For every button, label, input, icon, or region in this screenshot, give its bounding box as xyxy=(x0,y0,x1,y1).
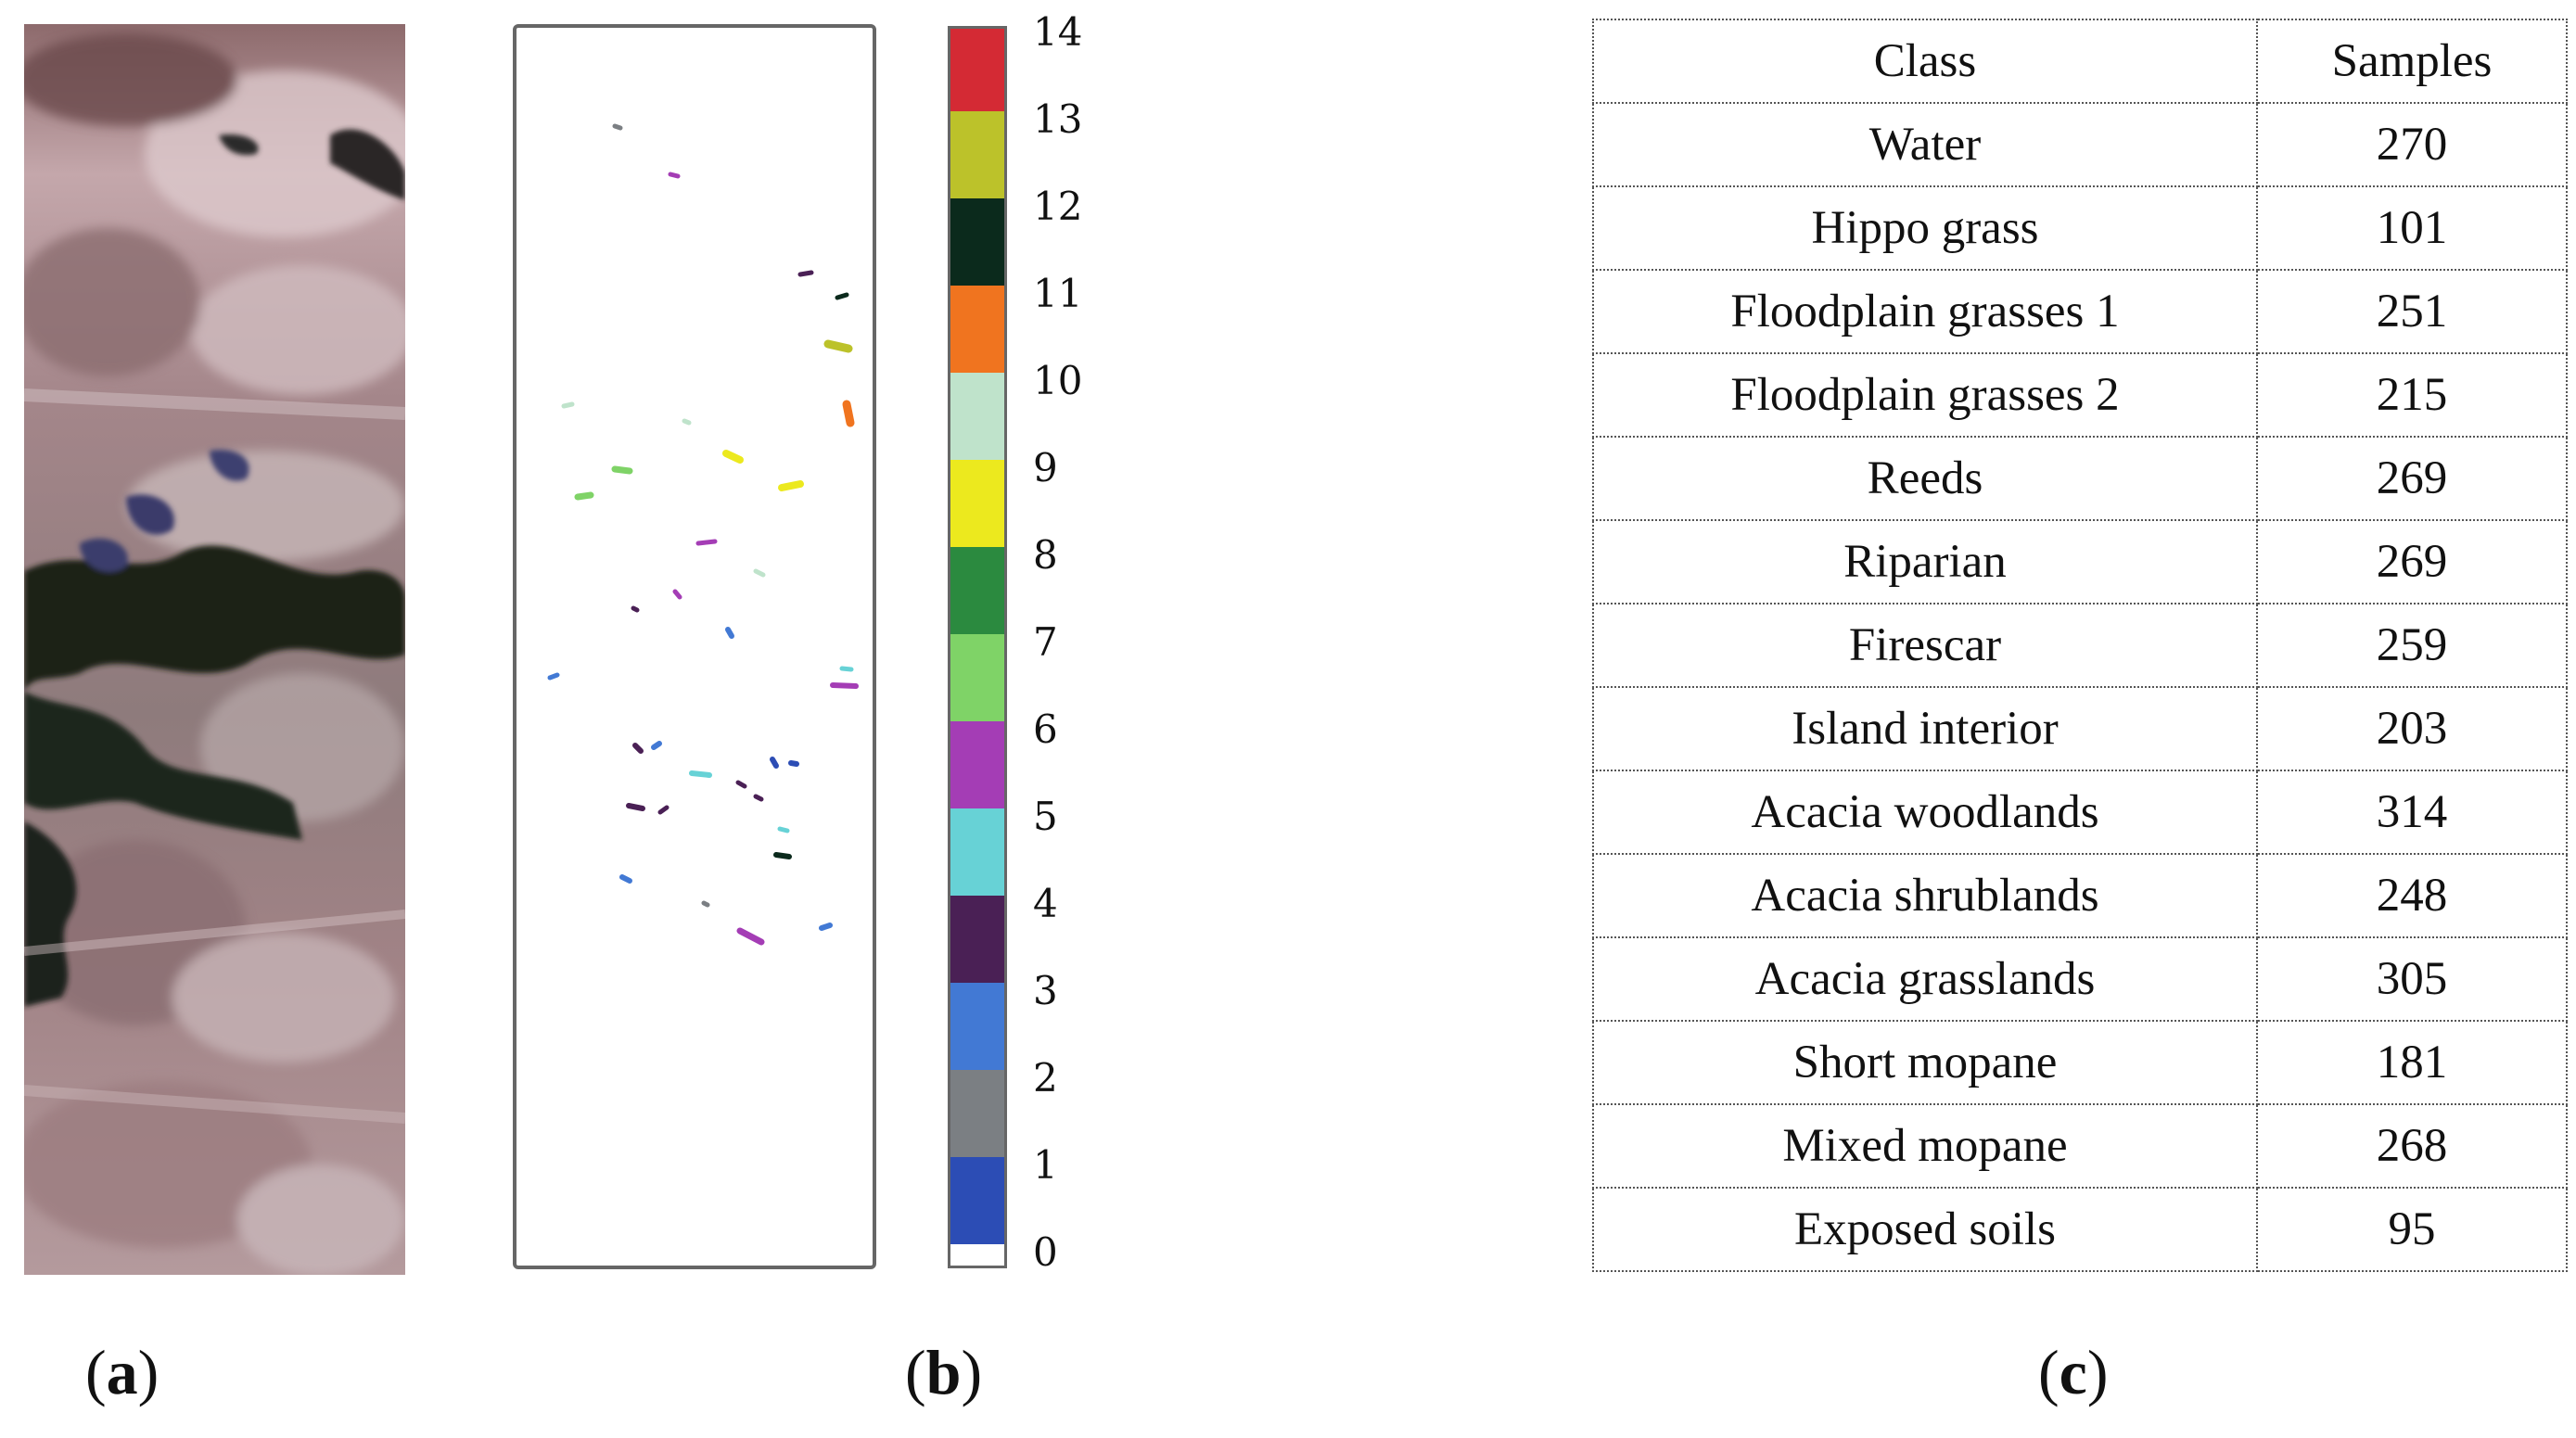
table-row: Water 270 xyxy=(1592,102,2568,187)
colorbar-swatch-3 xyxy=(950,983,1004,1070)
class-cell: Acacia woodlands xyxy=(1592,770,2258,855)
samples-cell: 269 xyxy=(2256,436,2568,521)
colorbar-tick: 12 xyxy=(1033,184,1083,229)
colorbar-swatch-5 xyxy=(950,808,1004,896)
samples-cell: 248 xyxy=(2256,853,2568,938)
table-row: Island interior 203 xyxy=(1592,686,2568,771)
table-header-row: Class Samples xyxy=(1592,19,2568,104)
samples-cell: 305 xyxy=(2256,936,2568,1022)
header-class: Class xyxy=(1592,19,2258,104)
class-cell: Floodplain grasses 2 xyxy=(1592,352,2258,438)
table-row: Riparian 269 xyxy=(1592,519,2568,604)
samples-cell: 259 xyxy=(2256,603,2568,688)
ground-truth-map xyxy=(513,24,876,1269)
colorbar-swatch-4 xyxy=(950,896,1004,983)
colorbar-swatch-8 xyxy=(950,547,1004,634)
subfigure-letter-b: b xyxy=(925,1337,962,1407)
class-cell: Riparian xyxy=(1592,519,2258,604)
table-row: Reeds 269 xyxy=(1592,436,2568,521)
samples-cell: 251 xyxy=(2256,269,2568,354)
table-row: Acacia woodlands 314 xyxy=(1592,770,2568,855)
colorbar-swatch-10 xyxy=(950,373,1004,460)
colorbar-tick: 8 xyxy=(1033,532,1058,578)
samples-cell: 215 xyxy=(2256,352,2568,438)
samples-cell: 95 xyxy=(2256,1187,2568,1272)
class-cell: Short mopane xyxy=(1592,1020,2258,1105)
colorbar xyxy=(948,26,1007,1268)
colorbar-swatch-1 xyxy=(950,1157,1004,1244)
colorbar-tick: 3 xyxy=(1033,968,1058,1013)
class-cell: Floodplain grasses 1 xyxy=(1592,269,2258,354)
subfigure-letter-a: a xyxy=(106,1337,138,1407)
samples-cell: 101 xyxy=(2256,185,2568,271)
table-row: Hippo grass 101 xyxy=(1592,185,2568,271)
colorbar-tick: 13 xyxy=(1033,96,1083,142)
table-row: Mixed mopane 268 xyxy=(1592,1103,2568,1189)
table-row: Floodplain grasses 2 215 xyxy=(1592,352,2568,438)
colorbar-swatch-14 xyxy=(950,29,1004,111)
colorbar-tick: 7 xyxy=(1033,619,1058,665)
colorbar-swatch-9 xyxy=(950,460,1004,547)
table-row: Firescar 259 xyxy=(1592,603,2568,688)
subfigure-label-c: (c) xyxy=(2038,1337,2109,1407)
colorbar-swatch-12 xyxy=(950,198,1004,286)
colorbar-swatch-2 xyxy=(950,1070,1004,1157)
colorbar-tick: 0 xyxy=(1033,1229,1058,1275)
samples-cell: 181 xyxy=(2256,1020,2568,1105)
colorbar-tick: 9 xyxy=(1033,445,1058,490)
false-color-image xyxy=(24,24,405,1275)
samples-cell: 203 xyxy=(2256,686,2568,771)
colorbar-tick: 14 xyxy=(1033,9,1083,55)
subfigure-label-b: (b) xyxy=(905,1337,983,1407)
table-row: Acacia grasslands 305 xyxy=(1592,936,2568,1022)
colorbar-swatch-7 xyxy=(950,634,1004,721)
table-row: Exposed soils 95 xyxy=(1592,1187,2568,1272)
class-cell: Exposed soils xyxy=(1592,1187,2258,1272)
colorbar-swatch-0 xyxy=(950,1244,1004,1266)
colorbar-tick: 10 xyxy=(1033,358,1083,403)
class-samples-table: Class Samples Water 270 Hippo grass 101 Fl… xyxy=(1592,19,2568,1272)
class-cell: Mixed mopane xyxy=(1592,1103,2258,1189)
colorbar-tick: 11 xyxy=(1033,271,1083,316)
class-cell: Reeds xyxy=(1592,436,2258,521)
samples-cell: 269 xyxy=(2256,519,2568,604)
subfigure-label-a: (a) xyxy=(85,1337,159,1407)
colorbar-tick: 1 xyxy=(1033,1142,1058,1188)
class-cell: Island interior xyxy=(1592,686,2258,771)
colorbar-swatch-13 xyxy=(950,111,1004,198)
header-samples: Samples xyxy=(2256,19,2568,104)
subfigure-letter-c: c xyxy=(2059,1337,2087,1407)
samples-cell: 314 xyxy=(2256,770,2568,855)
samples-cell: 268 xyxy=(2256,1103,2568,1189)
table-row: Floodplain grasses 1 251 xyxy=(1592,269,2568,354)
class-cell: Acacia shrublands xyxy=(1592,853,2258,938)
samples-cell: 270 xyxy=(2256,102,2568,187)
colorbar-tick: 4 xyxy=(1033,881,1058,926)
class-cell: Hippo grass xyxy=(1592,185,2258,271)
colorbar-tick: 2 xyxy=(1033,1055,1058,1101)
colorbar-tick: 6 xyxy=(1033,706,1058,752)
class-cell: Acacia grasslands xyxy=(1592,936,2258,1022)
colorbar-swatch-11 xyxy=(950,286,1004,373)
colorbar-swatch-6 xyxy=(950,721,1004,808)
table-row: Acacia shrublands 248 xyxy=(1592,853,2568,938)
colorbar-tick: 5 xyxy=(1033,794,1058,839)
class-cell: Firescar xyxy=(1592,603,2258,688)
class-cell: Water xyxy=(1592,102,2258,187)
table-row: Short mopane 181 xyxy=(1592,1020,2568,1105)
